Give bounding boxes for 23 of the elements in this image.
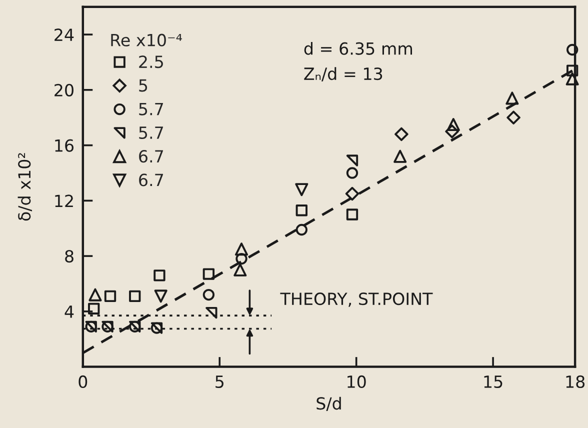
x-tick-label: 5: [216, 376, 224, 388]
annotation: d = 6.35 mm: [304, 42, 412, 55]
annotation: Zₙ/d = 13: [304, 67, 382, 82]
legend-title: Re x10⁻⁴: [111, 34, 182, 46]
legend-label: 5: [139, 79, 148, 92]
legend-label: 6.7: [139, 150, 163, 163]
x-tick-label: 15: [484, 376, 502, 388]
x-axis-title: S/d: [316, 396, 341, 412]
y-tick-label: 20: [54, 84, 74, 96]
y-axis-title: δ/d x10²: [18, 153, 32, 221]
legend-label: 6.7: [139, 174, 163, 186]
y-tick-label: 16: [55, 139, 74, 152]
x-tick-label: 0: [78, 375, 88, 388]
annotation: THEORY, ST.POINT: [280, 292, 433, 307]
y-tick-label: 4: [64, 306, 74, 318]
y-tick-label: 24: [54, 28, 74, 41]
legend-label: 5.7: [139, 126, 163, 139]
x-tick-label: 10: [348, 375, 366, 388]
legend-label: 5.7: [139, 102, 163, 116]
x-tick-label: 18: [566, 375, 585, 388]
y-tick-label: 8: [65, 250, 74, 263]
legend-label: 2.5: [139, 55, 163, 68]
y-tick-label: 12: [55, 194, 73, 207]
